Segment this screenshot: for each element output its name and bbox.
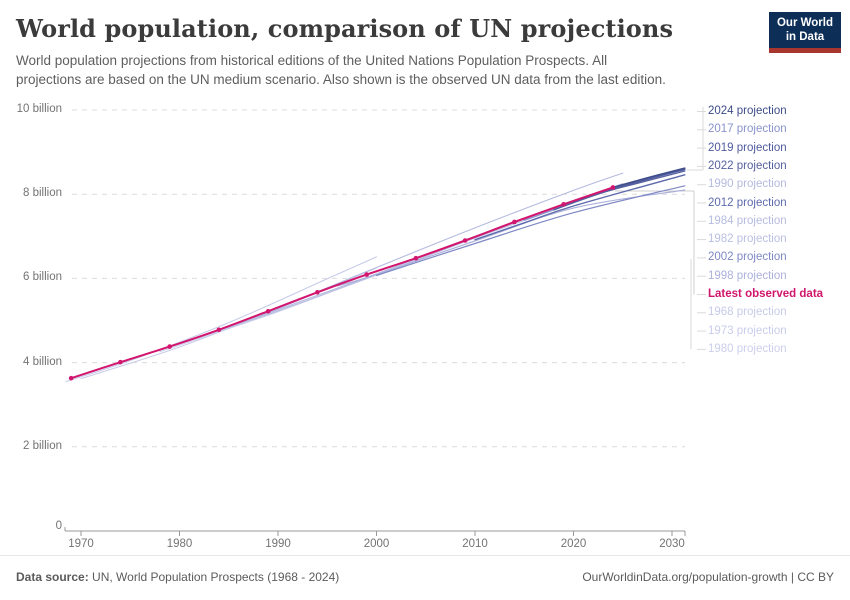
legend-item-1984-projection[interactable]: 1984 projection — [708, 214, 787, 227]
series-marker-latest-observed-data-1994[interactable] — [315, 289, 320, 295]
legend-item-2012-projection[interactable]: 2012 projection — [708, 196, 787, 209]
chart-subtitle: World population projections from histor… — [16, 52, 666, 90]
data-source-text: UN, World Population Prospects (1968 - 2… — [88, 570, 340, 584]
series-line-2024-projection[interactable] — [612, 167, 686, 189]
subtitle-line-2: projections are based on the UN medium s… — [16, 71, 666, 87]
chart-footer: Data source: UN, World Population Prospe… — [0, 555, 850, 600]
y-tick-label-10: 10 billion — [16, 103, 62, 115]
page-title: World population, comparison of UN proje… — [16, 14, 674, 43]
x-tick-label-2020: 2020 — [560, 538, 587, 550]
legend-item-1973-projection[interactable]: 1973 projection — [708, 324, 787, 337]
x-tick-label-1990: 1990 — [265, 538, 291, 550]
x-tick-label-2000: 2000 — [363, 538, 390, 550]
legend-item-1980-projection[interactable]: 1980 projection — [708, 342, 787, 355]
legend-item-1968-projection[interactable]: 1968 projection — [708, 306, 787, 319]
subtitle-line-1: World population projections from histor… — [16, 53, 608, 68]
data-source: Data source: UN, World Population Prospe… — [16, 570, 339, 584]
series-line-latest-observed-data[interactable] — [70, 186, 614, 380]
legend-item-2017-projection[interactable]: 2017 projection — [708, 123, 787, 136]
series-line-2002-projection[interactable] — [375, 185, 686, 277]
x-tick-label-1980: 1980 — [166, 538, 193, 550]
owid-logo[interactable]: Our World in Data — [769, 12, 841, 53]
series-marker-latest-observed-data-2024[interactable] — [610, 185, 616, 190]
y-tick-label-8: 8 billion — [23, 187, 62, 200]
legend-item-2019-projection[interactable]: 2019 projection — [708, 141, 787, 154]
legend-item-2002-projection[interactable]: 2002 projection — [708, 251, 787, 264]
series-marker-latest-observed-data-1969[interactable] — [68, 375, 74, 381]
legend-item-1982-projection[interactable]: 1982 projection — [708, 233, 787, 246]
y-tick-label-0: 0 — [55, 520, 62, 532]
series-marker-latest-observed-data-2004[interactable] — [413, 255, 419, 261]
series-marker-latest-observed-data-2019[interactable] — [561, 202, 566, 207]
y-tick-label-6: 6 billion — [23, 271, 62, 284]
series-marker-latest-observed-data-2014[interactable] — [512, 219, 517, 225]
series-marker-latest-observed-data-1999[interactable] — [364, 272, 369, 277]
legend-item-latest-observed-data[interactable]: Latest observed data — [708, 288, 824, 300]
legend-item-1990-projection[interactable]: 1990 projection — [708, 178, 787, 191]
owid-logo-box: Our World in Data — [769, 12, 841, 48]
owid-logo-line1: Our World — [776, 17, 833, 29]
y-tick-label-2: 2 billion — [23, 439, 62, 452]
legend-item-1998-projection[interactable]: 1998 projection — [708, 269, 787, 282]
x-tick-label-2010: 2010 — [462, 538, 488, 550]
series-marker-latest-observed-data-1989[interactable] — [265, 308, 271, 314]
series-line-1968-projection[interactable] — [65, 256, 378, 383]
series-marker-latest-observed-data-1984[interactable] — [216, 327, 222, 333]
x-tick-label-2030: 2030 — [659, 538, 685, 550]
owid-logo-line2: in Data — [785, 31, 825, 44]
series-line-2012-projection[interactable] — [474, 174, 686, 241]
x-tick-label-1970: 1970 — [68, 538, 94, 550]
series-marker-latest-observed-data-1974[interactable] — [118, 359, 123, 365]
logo-accent-bar — [769, 47, 841, 53]
y-tick-label-4: 4 billion — [23, 355, 62, 368]
series-line-1998-projection[interactable] — [336, 189, 686, 287]
data-source-label: Data source: — [16, 570, 89, 584]
series-marker-latest-observed-data-1979[interactable] — [167, 344, 172, 349]
series-marker-latest-observed-data-2009[interactable] — [462, 238, 468, 243]
owid-credit-link[interactable]: OurWorldinData.org/population-growth | C… — [582, 570, 834, 584]
legend-item-2024-projection[interactable]: 2024 projection — [708, 105, 787, 117]
legend-item-2022-projection[interactable]: 2022 projection — [708, 159, 787, 172]
